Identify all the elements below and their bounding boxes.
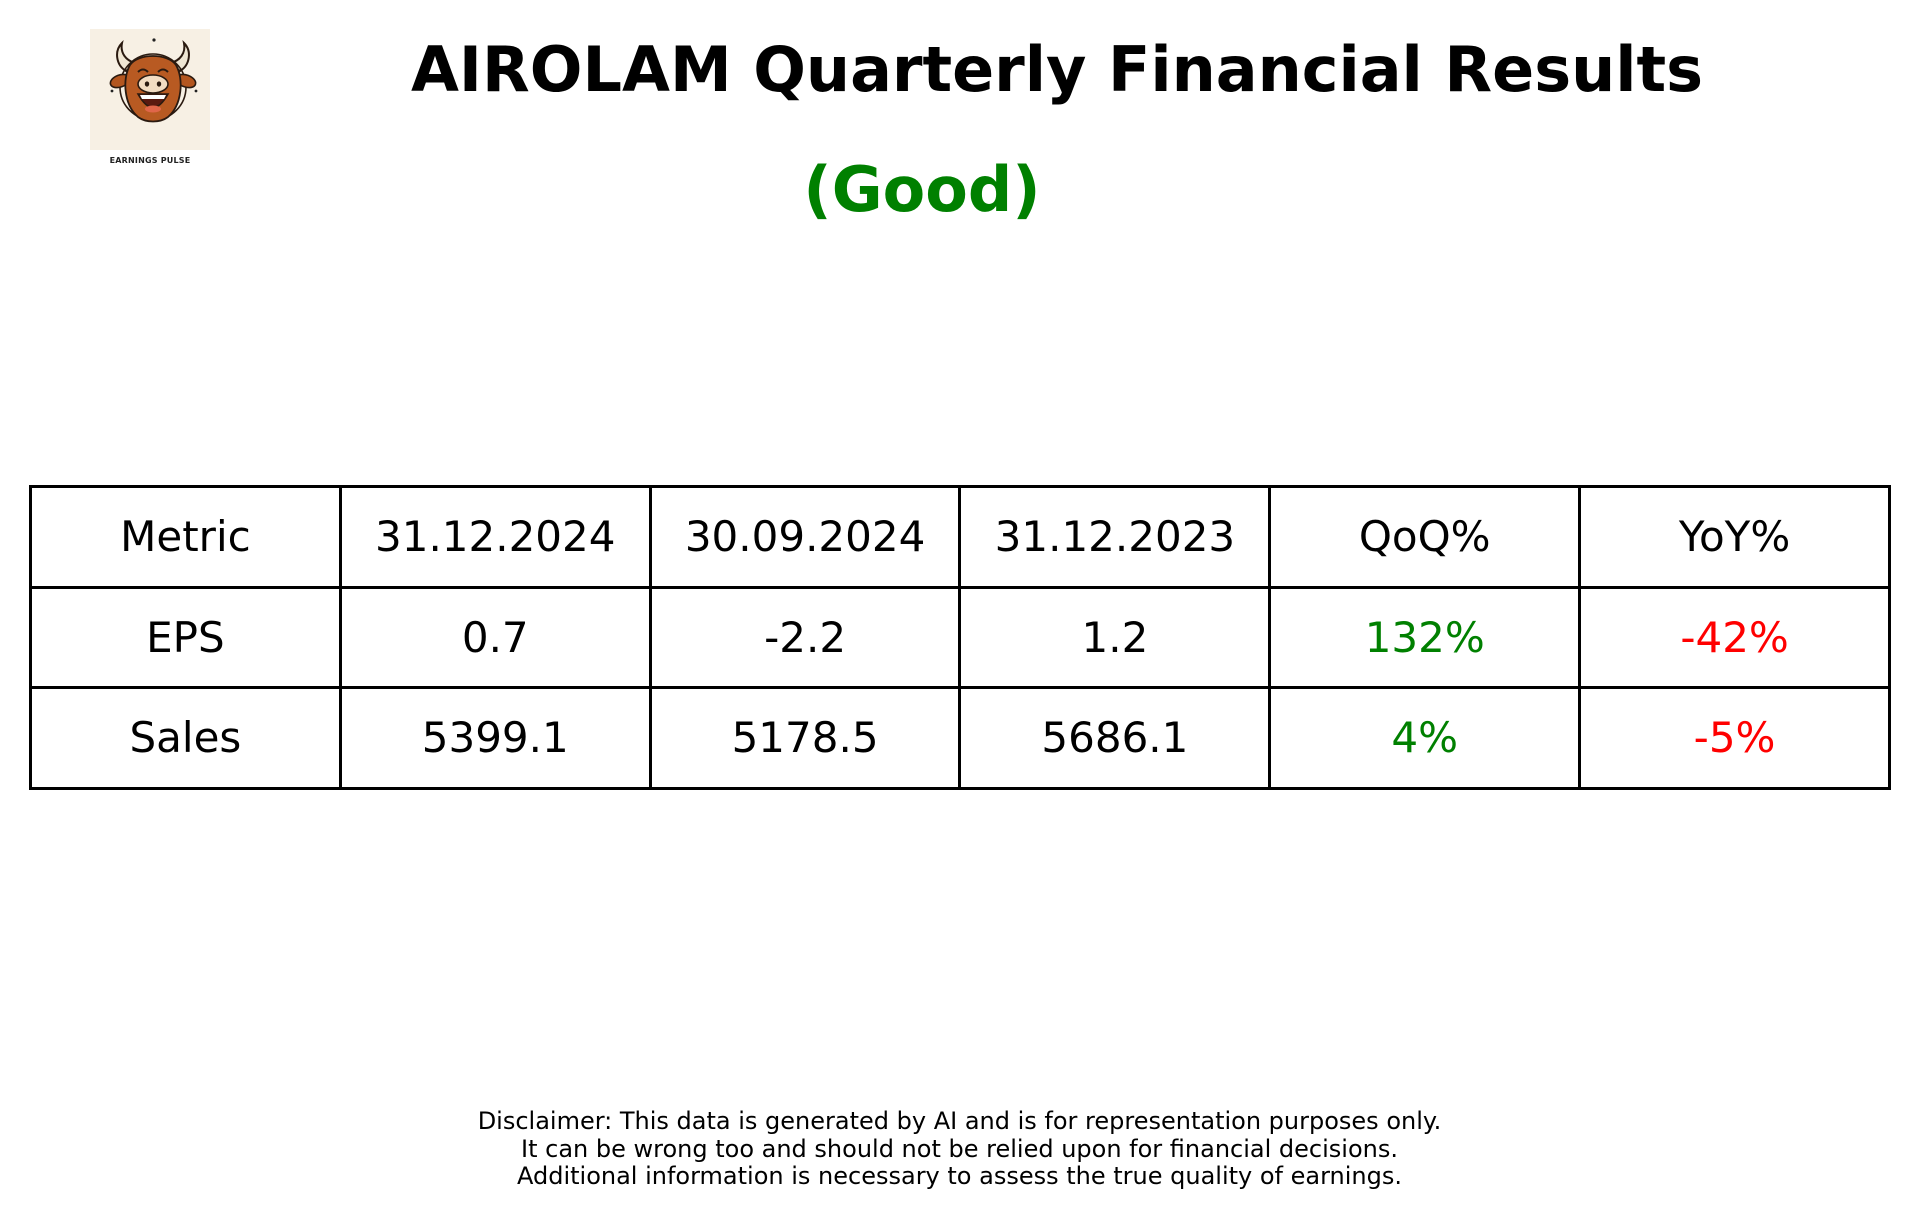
disclaimer-line: It can be wrong too and should not be re…: [521, 1134, 1398, 1163]
previous-quarter-value: -2.2: [648, 585, 962, 690]
logo-text: EARNINGS PULSE: [109, 156, 191, 165]
results-table: Metric 31.12.2024 30.09.2024 31.12.2023 …: [29, 485, 1891, 790]
previous-quarter-value: 5178.5: [648, 686, 962, 790]
disclaimer-line: Disclaimer: This data is generated by AI…: [477, 1107, 1442, 1135]
column-header-previous-year: 31.12.2023: [958, 485, 1272, 589]
column-header-previous-quarter: 30.09.2024: [648, 485, 962, 589]
yoy-change: -42%: [1578, 585, 1891, 690]
current-quarter-value: 5399.1: [338, 686, 652, 790]
column-header-yoy: YoY%: [1578, 485, 1891, 589]
disclaimer: Disclaimer: This data is generated by AI…: [0, 1107, 1919, 1191]
table-row: Sales 5399.1 5178.5 5686.1 4% -5%: [29, 686, 1891, 790]
metric-name: Sales: [29, 686, 342, 790]
verdict-label: (Good): [803, 153, 1041, 226]
metric-name: EPS: [29, 585, 342, 690]
column-header-current-quarter: 31.12.2024: [338, 485, 652, 589]
column-header-metric: Metric: [29, 485, 342, 589]
page-title: AIROLAM Quarterly Financial Results: [410, 33, 1704, 106]
disclaimer-line: Additional information is necessary to a…: [516, 1162, 1402, 1190]
yoy-change: -5%: [1578, 686, 1891, 790]
bull-head-icon: [109, 38, 198, 123]
table-header-row: Metric 31.12.2024 30.09.2024 31.12.2023 …: [29, 485, 1891, 589]
qoq-change: 132%: [1268, 585, 1582, 690]
previous-year-value: 1.2: [958, 585, 1272, 690]
current-quarter-value: 0.7: [338, 585, 652, 690]
column-header-qoq: QoQ%: [1268, 485, 1582, 589]
qoq-change: 4%: [1268, 686, 1582, 790]
table-row: EPS 0.7 -2.2 1.2 132% -42%: [29, 585, 1891, 690]
previous-year-value: 5686.1: [958, 686, 1272, 790]
earnings-pulse-logo: EARNINGS PULSE: [90, 29, 210, 165]
